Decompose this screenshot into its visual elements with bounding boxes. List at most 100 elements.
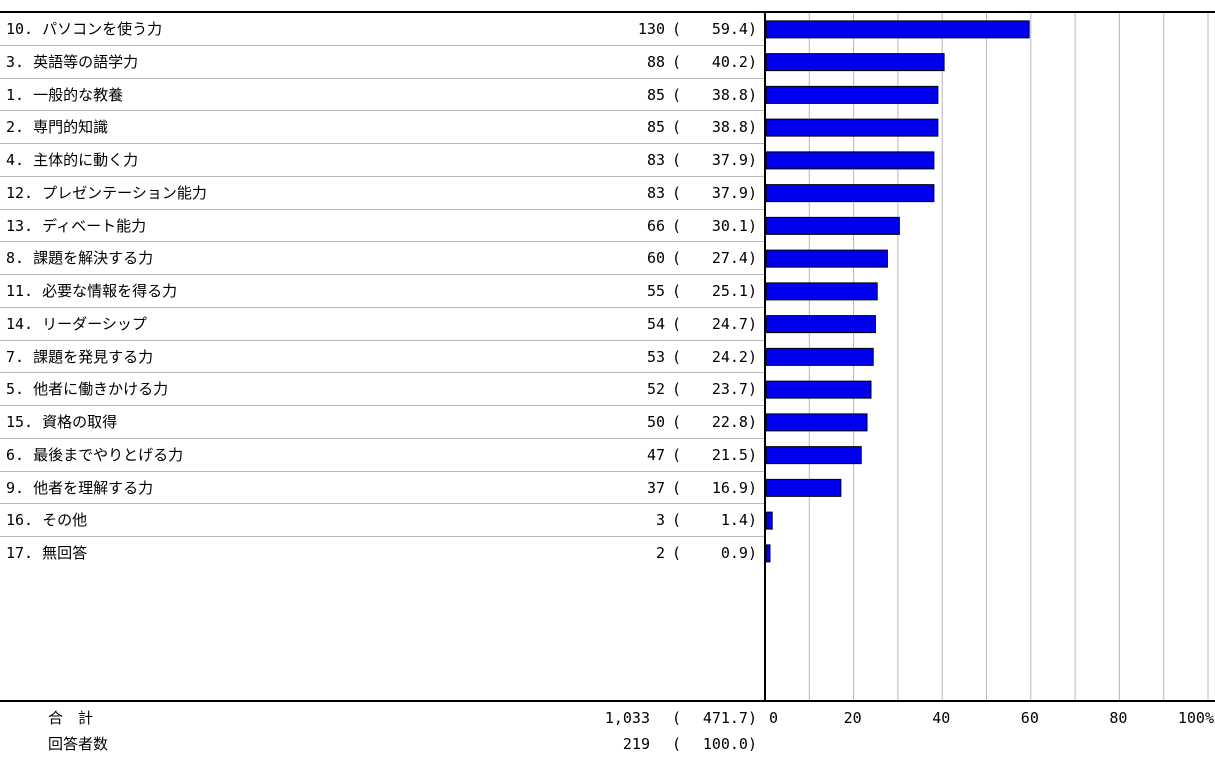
- category-label: 6. 最後までやりとげる力: [6, 445, 184, 464]
- bar: [765, 511, 773, 530]
- row-divider: [0, 208, 765, 210]
- percent-value: 22.8): [711, 413, 757, 431]
- open-paren: (: [672, 216, 682, 235]
- open-paren: (: [672, 183, 682, 202]
- table-row: 10. パソコンを使う力 130 (59.4): [0, 13, 765, 45]
- x-tick-label: 20: [843, 709, 862, 727]
- bar: [765, 446, 862, 465]
- count-value: 3: [655, 511, 665, 530]
- category-label: 10. パソコンを使う力: [6, 20, 163, 38]
- row-divider: [0, 143, 765, 144]
- row-divider: [0, 339, 765, 341]
- open-paren: (: [672, 445, 682, 464]
- row-divider: [0, 241, 765, 243]
- category-label: 14. リーダーシップ: [6, 314, 147, 333]
- percent-value: 30.1): [711, 216, 757, 235]
- category-label: 7. 課題を発見する力: [6, 347, 154, 366]
- row-divider: [0, 372, 765, 374]
- percent-value: 21.5): [711, 445, 757, 464]
- category-label: 15. 資格の取得: [6, 413, 118, 431]
- percent-value: 37.9): [711, 183, 757, 202]
- count-value: 47: [646, 445, 665, 464]
- open-paren: (: [672, 151, 682, 169]
- table-row: 13. ディベート能力 66 (30.1): [0, 210, 765, 242]
- bar: [765, 478, 842, 497]
- table-row: 15. 資格の取得 50 (22.8): [0, 406, 765, 438]
- open-paren: (: [672, 52, 682, 71]
- row-divider: [0, 77, 765, 79]
- bar: [765, 413, 868, 432]
- open-paren: (: [672, 511, 682, 530]
- count-value: 54: [646, 314, 665, 333]
- row-divider: [0, 110, 765, 112]
- count-value: 50: [646, 413, 665, 431]
- category-label: 2. 専門的知識: [6, 118, 109, 137]
- x-tick-label: 0: [769, 709, 779, 727]
- table-row: 11. 必要な情報を得る力 55 (25.1): [0, 275, 765, 307]
- table-top-rule: [0, 11, 1215, 13]
- category-label: 4. 主体的に動く力: [6, 151, 139, 169]
- bar: [765, 118, 939, 137]
- open-paren: (: [672, 347, 682, 366]
- table-row: 14. リーダーシップ 54 (24.7): [0, 308, 765, 340]
- table-row: 1. 一般的な教養 85 (38.8): [0, 79, 765, 111]
- open-paren: (: [672, 544, 682, 562]
- bar: [765, 53, 945, 72]
- open-paren: (: [672, 249, 682, 268]
- respondents-percent: 100.0): [702, 735, 757, 753]
- bar: [765, 380, 872, 399]
- percent-value: 1.4): [720, 511, 757, 530]
- percent-value: 0.9): [720, 544, 757, 562]
- percent-value: 23.7): [711, 380, 757, 399]
- open-paren: (: [672, 85, 682, 104]
- table-row: 9. 他者を理解する力 37 (16.9): [0, 472, 765, 504]
- count-value: 52: [646, 380, 665, 399]
- count-value: 85: [646, 85, 665, 104]
- percent-value: 24.2): [711, 347, 757, 366]
- bar: [765, 184, 935, 203]
- table-row: 3. 英語等の語学力 88 (40.2): [0, 46, 765, 78]
- category-label: 8. 課題を解決する力: [6, 249, 154, 268]
- category-label: 5. 他者に働きかける力: [6, 380, 169, 399]
- count-value: 83: [646, 151, 665, 169]
- count-value: 60: [646, 249, 665, 268]
- table-row: 12. プレゼンテーション能力 83 (37.9): [0, 177, 765, 209]
- open-paren: (: [672, 282, 682, 300]
- row-divider: [0, 470, 765, 472]
- respondents-label: 回答者数: [48, 735, 109, 753]
- category-label: 17. 無回答: [6, 544, 88, 562]
- percent-value: 40.2): [711, 52, 757, 71]
- respondents-open-paren: (: [672, 735, 682, 753]
- open-paren: (: [672, 118, 682, 137]
- total-count: 1,033: [604, 709, 650, 727]
- percent-value: 38.8): [711, 118, 757, 137]
- percent-value: 59.4): [711, 20, 757, 38]
- total-label: 合 計: [48, 709, 94, 727]
- table-row: 16. その他 3 (1.4): [0, 504, 765, 536]
- bar: [765, 85, 939, 104]
- table-row: 6. 最後までやりとげる力 47 (21.5): [0, 439, 765, 471]
- bar: [765, 347, 874, 366]
- category-label: 9. 他者を理解する力: [6, 478, 154, 497]
- open-paren: (: [672, 314, 682, 333]
- category-label: 13. ディベート能力: [6, 216, 147, 235]
- x-tick-label: 60: [1020, 709, 1039, 727]
- row-divider: [0, 274, 765, 275]
- bar: [765, 282, 878, 301]
- count-value: 55: [646, 282, 665, 300]
- bar: [765, 315, 876, 334]
- row-divider: [0, 405, 765, 406]
- category-label: 11. 必要な情報を得る力: [6, 282, 178, 300]
- row-divider: [0, 44, 765, 46]
- row-divider: [0, 536, 765, 537]
- count-value: 66: [646, 216, 665, 235]
- bar: [765, 544, 771, 563]
- count-value: 83: [646, 183, 665, 202]
- category-label: 1. 一般的な教養: [6, 85, 124, 104]
- table-row: 4. 主体的に動く力 83 (37.9): [0, 144, 765, 176]
- table-row: 8. 課題を解決する力 60 (27.4): [0, 242, 765, 274]
- bar: [765, 151, 935, 170]
- count-value: 85: [646, 118, 665, 137]
- table-row: 17. 無回答 2 (0.9): [0, 537, 765, 569]
